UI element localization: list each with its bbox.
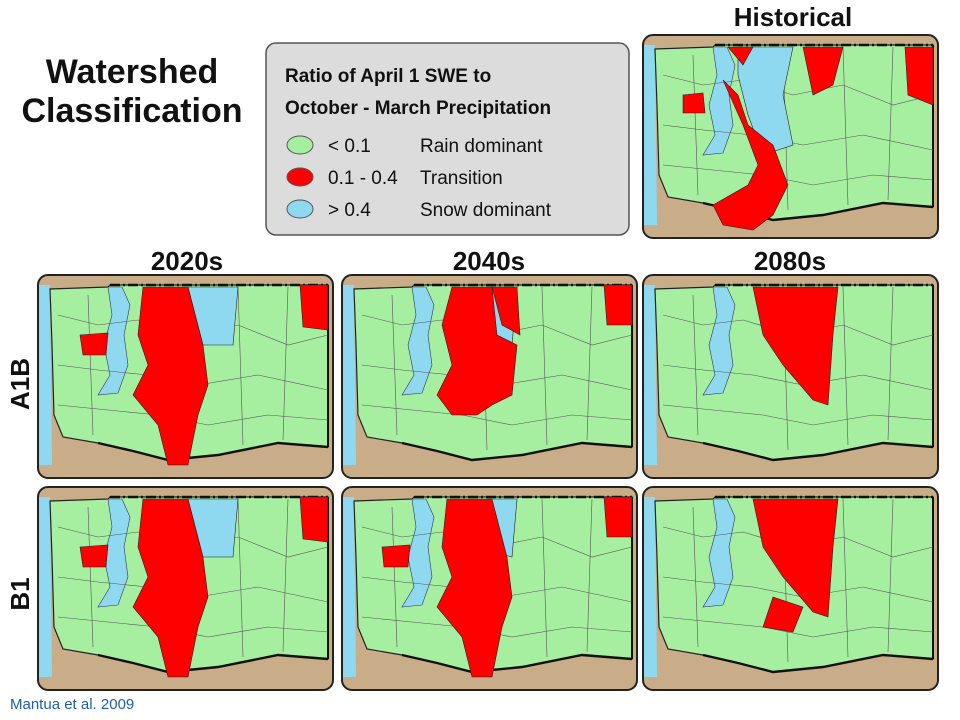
map: [37, 274, 334, 479]
row-label: B1: [5, 577, 35, 610]
legend-label: Rain dominant: [420, 136, 543, 157]
citation: Mantua et al. 2009: [10, 696, 134, 713]
legend-range: > 0.4: [328, 200, 371, 221]
map: [341, 274, 638, 479]
column-label: 2040s: [453, 246, 525, 276]
legend: Ratio of April 1 SWE to October - March …: [265, 42, 630, 236]
map: [642, 274, 939, 479]
legend-range: 0.1 - 0.4: [328, 168, 398, 189]
map: [642, 34, 939, 239]
title: Classification: [21, 92, 242, 130]
legend-title: October - March Precipitation: [285, 98, 551, 119]
row-label: A1B: [5, 358, 35, 410]
legend-label: Transition: [420, 168, 503, 189]
legend-range: < 0.1: [328, 136, 371, 157]
map: [642, 486, 939, 691]
column-label: 2080s: [754, 246, 826, 276]
legend-label: Snow dominant: [420, 200, 552, 221]
legend-title: Ratio of April 1 SWE to: [285, 66, 491, 87]
historical-label: Historical: [734, 2, 853, 32]
title: Watershed: [46, 53, 219, 91]
map: [37, 486, 334, 691]
column-label: 2020s: [151, 246, 223, 276]
map: [341, 486, 638, 691]
